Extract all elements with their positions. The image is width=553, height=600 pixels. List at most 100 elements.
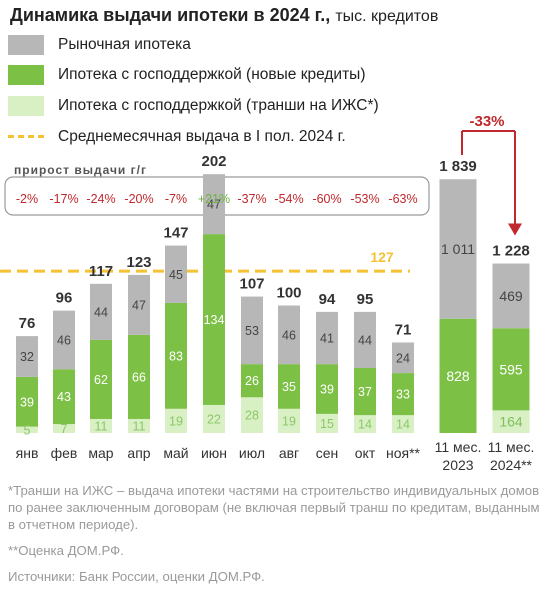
bar-tranche-4 [128, 418, 150, 433]
cum-bar-market-2 [492, 263, 530, 329]
label-tranche-7: 28 [245, 409, 259, 423]
title-main: Динамика выдачи ипотеки в 2024 г., [10, 5, 331, 25]
bar-state-new-1 [16, 376, 38, 427]
label-tranche-6: 22 [207, 412, 221, 426]
bar-state-new-8 [278, 364, 300, 409]
label-state-new-5: 83 [169, 349, 183, 363]
bar-market-3 [90, 283, 112, 340]
cum-x-tick-2-line-2: 2024** [490, 457, 533, 473]
x-tick-5: май [163, 445, 188, 461]
bar-tranche-6 [203, 404, 225, 433]
label-tranche-4: 11 [133, 419, 146, 433]
growth-label-8: -54% [274, 192, 303, 206]
legend-swatch-state-new [8, 65, 44, 85]
x-tick-1: янв [16, 445, 39, 461]
legend-label-state-new: Ипотека с господдержкой (новые кредиты) [58, 66, 366, 83]
cum-label-tranche-2: 164 [499, 414, 523, 430]
cum-bar-tranche-2 [492, 410, 530, 433]
label-tranche-2: 7 [61, 422, 68, 436]
legend-label-state-tranche: Ипотека с господдержкой (транши на ИЖС*) [58, 97, 379, 114]
x-tick-4: апр [127, 445, 150, 461]
label-market-5: 45 [169, 268, 183, 282]
label-state-new-3: 62 [94, 373, 108, 387]
label-state-new-1: 39 [20, 395, 34, 409]
x-tick-6: июн [201, 445, 227, 461]
chart-title: Динамика выдачи ипотеки в 2024 г., тыс. … [10, 5, 438, 26]
label-tranche-5: 19 [169, 414, 183, 428]
label-market-8: 46 [282, 328, 296, 342]
bar-state-new-4 [128, 334, 150, 419]
growth-label-6: +21% [198, 192, 230, 206]
label-market-2: 46 [57, 333, 71, 347]
label-market-3: 44 [94, 305, 108, 319]
x-tick-2: фев [51, 445, 78, 461]
bar-tranche-7 [241, 397, 263, 433]
footnote-tranche: *Транши на ИЖС – выдача ипотеки частями … [8, 483, 540, 532]
label-total-8: 100 [276, 285, 301, 302]
x-tick-9: сен [316, 445, 339, 461]
label-total-10: 95 [357, 291, 374, 308]
title-unit: тыс. кредитов [335, 8, 439, 25]
cum-bar-state-new-2 [492, 328, 530, 411]
bar-market-9 [316, 311, 338, 365]
bar-state-new-10 [354, 367, 376, 416]
label-tranche-1: 5 [24, 423, 31, 437]
bar-tranche-9 [316, 413, 338, 433]
label-total-1: 76 [19, 315, 36, 332]
label-tranche-10: 14 [358, 418, 372, 432]
bar-market-2 [53, 310, 75, 370]
bar-tranche-1 [16, 426, 38, 433]
bar-market-6 [203, 174, 225, 235]
label-total-4: 123 [126, 254, 151, 271]
bar-tranche-11 [392, 415, 414, 433]
cum-label-total-2: 1 228 [492, 243, 530, 260]
label-total-11: 71 [395, 321, 412, 338]
label-market-1: 32 [20, 350, 34, 364]
growth-label-3: -24% [86, 192, 115, 206]
label-market-7: 53 [245, 324, 259, 338]
bar-tranche-2 [53, 424, 75, 433]
bar-market-4 [128, 274, 150, 335]
bar-state-new-3 [90, 339, 112, 419]
bar-tranche-10 [354, 415, 376, 433]
label-total-3: 117 [89, 263, 113, 280]
change-label: -33% [469, 113, 504, 130]
label-state-new-10: 37 [358, 385, 372, 399]
label-total-5: 147 [163, 225, 188, 242]
label-state-new-8: 35 [282, 380, 296, 394]
growth-label-9: -60% [312, 192, 341, 206]
bar-market-10 [354, 311, 376, 368]
label-tranche-3: 11 [95, 419, 108, 433]
legend-swatch-average [8, 135, 44, 138]
cum-bar-market-1 [439, 179, 477, 319]
label-market-10: 44 [358, 333, 372, 347]
label-tranche-8: 19 [282, 414, 296, 428]
label-total-6: 202 [201, 153, 226, 170]
label-state-new-9: 39 [320, 383, 334, 397]
legend-label-market: Рыночная ипотека [58, 36, 191, 53]
average-value-label: 127 [370, 249, 394, 265]
growth-label-2: -17% [49, 192, 78, 206]
legend-swatch-state-tranche [8, 96, 44, 116]
legend-swatch-market [8, 35, 44, 55]
footnotes: *Транши на ИЖС – выдача ипотеки частями … [8, 482, 548, 585]
growth-label-1: -2% [16, 192, 38, 206]
cum-label-state-new-2: 595 [499, 361, 523, 377]
label-market-4: 47 [132, 298, 146, 312]
x-tick-10: окт [355, 445, 376, 461]
x-tick-11: ноя** [386, 445, 421, 461]
label-state-new-4: 66 [132, 370, 146, 384]
bar-market-5 [165, 245, 187, 303]
label-state-new-7: 26 [245, 374, 259, 388]
cum-x-tick-1-line-1: 11 мес. [435, 439, 482, 455]
bar-market-11 [392, 342, 414, 374]
label-market-6: 47 [207, 198, 221, 212]
growth-label-5: -7% [165, 192, 187, 206]
bar-state-new-9 [316, 364, 338, 414]
bar-state-new-2 [53, 369, 75, 425]
label-market-9: 41 [320, 332, 334, 346]
label-state-new-11: 33 [396, 388, 410, 402]
bar-state-new-6 [203, 234, 225, 405]
legend-label-average: Среднемесячная выдача в I пол. 2024 г. [58, 128, 346, 145]
